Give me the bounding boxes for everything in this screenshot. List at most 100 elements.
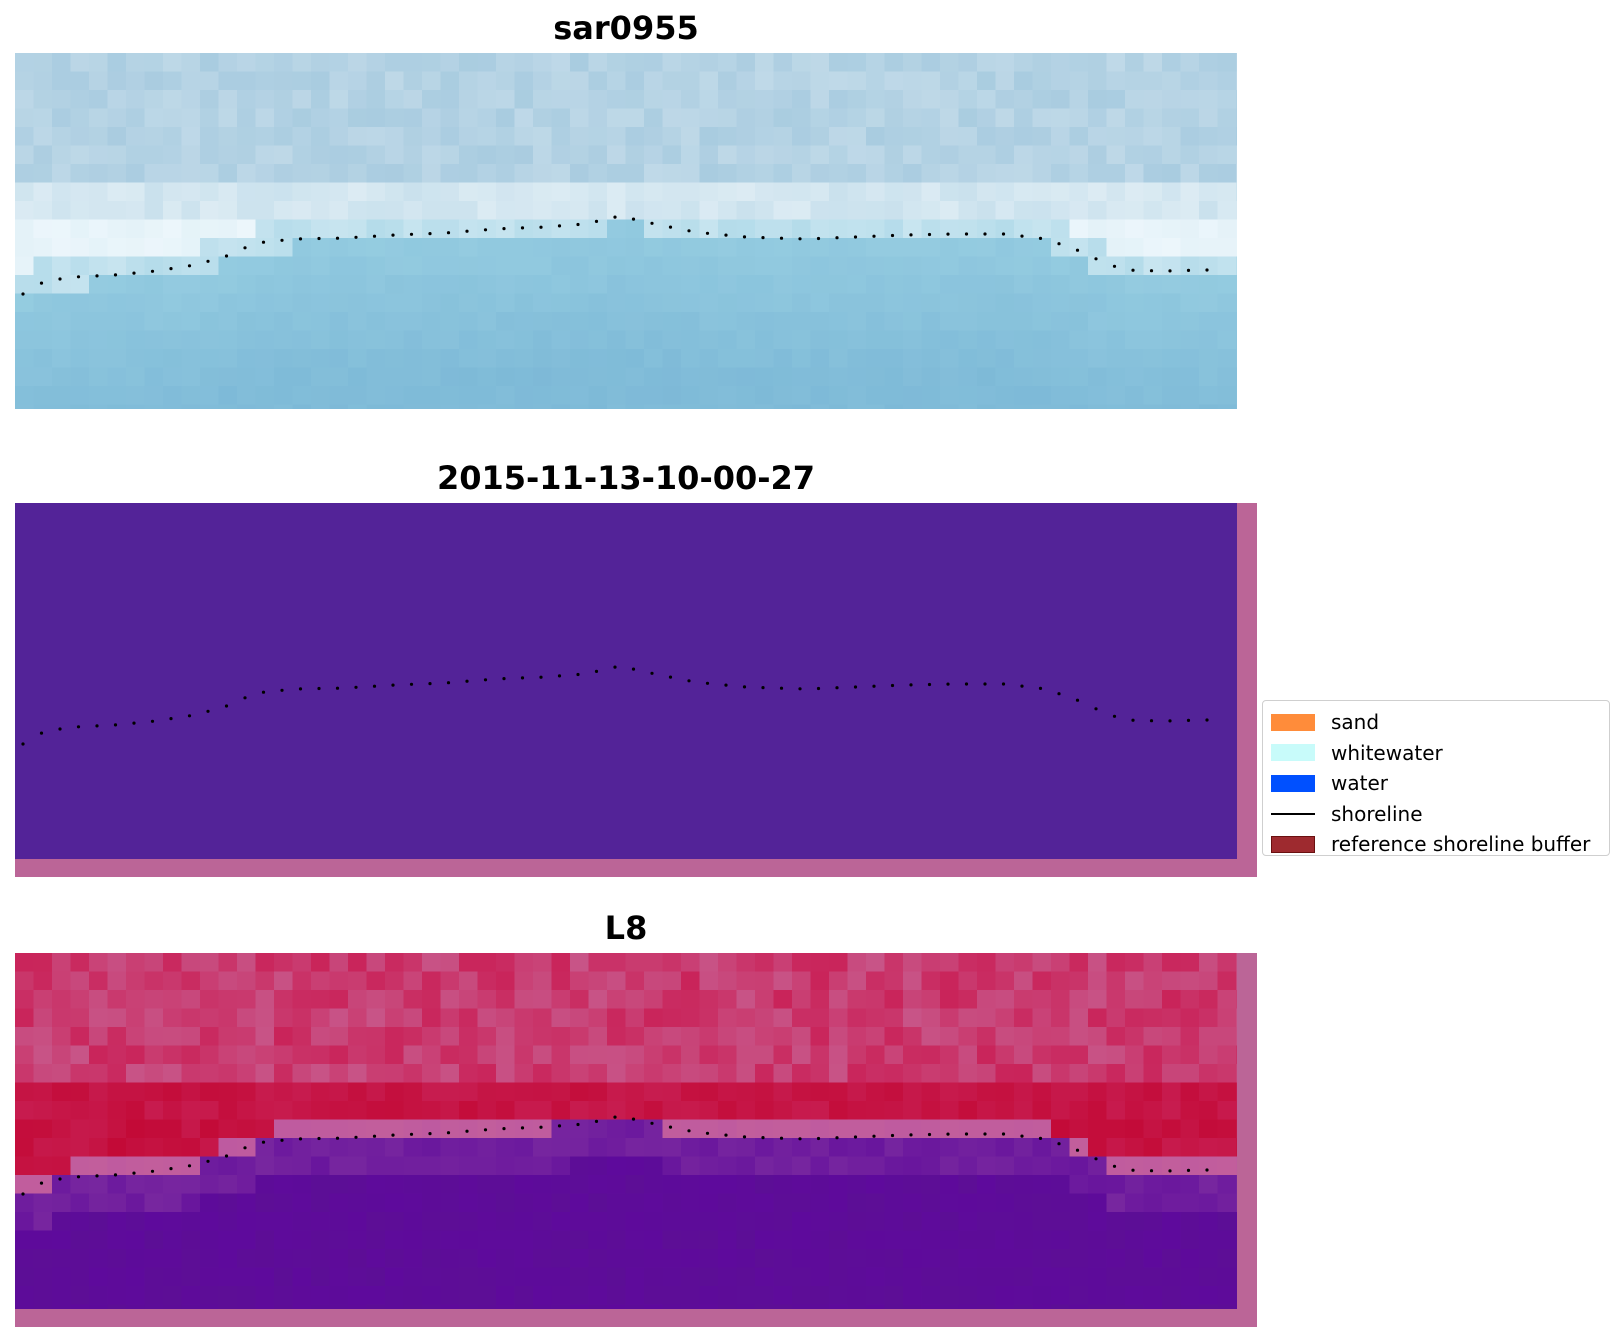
shoreline-point bbox=[853, 685, 858, 689]
shoreline-point bbox=[539, 1125, 543, 1129]
shoreline-point bbox=[113, 723, 118, 727]
shoreline-point bbox=[1168, 719, 1172, 723]
shoreline-point bbox=[1094, 257, 1098, 261]
shoreline-point bbox=[317, 236, 321, 241]
shoreline-point bbox=[631, 1117, 636, 1121]
shoreline-trace bbox=[21, 665, 1209, 746]
shoreline-point bbox=[798, 687, 802, 691]
mndwi-pixel-grid bbox=[15, 953, 1237, 1309]
shoreline-point bbox=[779, 1136, 784, 1140]
shoreline-point bbox=[964, 232, 969, 236]
shoreline-point bbox=[520, 676, 525, 680]
shoreline-point bbox=[261, 690, 266, 694]
shoreline-point bbox=[983, 1132, 987, 1136]
shoreline-point bbox=[95, 724, 99, 728]
shoreline-point bbox=[650, 671, 654, 675]
shoreline-point bbox=[483, 678, 488, 682]
shoreline-point bbox=[872, 684, 876, 688]
shoreline-point bbox=[391, 683, 395, 687]
legend-label: whitewater bbox=[1331, 740, 1443, 765]
shoreline-point bbox=[1112, 264, 1117, 268]
shoreline-point bbox=[409, 232, 414, 236]
shoreline-point bbox=[206, 259, 210, 263]
shoreline-point bbox=[150, 1169, 155, 1173]
shoreline-point bbox=[95, 274, 99, 278]
shoreline-point bbox=[631, 217, 636, 221]
legend-item-water: water bbox=[1263, 768, 1609, 799]
shoreline-point bbox=[853, 235, 858, 239]
rgb-pixel-grid bbox=[15, 53, 1256, 424]
shoreline-point bbox=[391, 1133, 395, 1137]
shoreline-point bbox=[1075, 698, 1080, 702]
shoreline-point bbox=[76, 1175, 81, 1179]
shoreline-point bbox=[576, 222, 580, 227]
shoreline-point bbox=[835, 1136, 839, 1140]
shoreline-point bbox=[409, 682, 414, 686]
panel-title-mndwi: L8 bbox=[604, 909, 648, 947]
water-swatch bbox=[1271, 774, 1315, 792]
mndwi-image-panel bbox=[15, 953, 1257, 1327]
shoreline-point bbox=[1075, 248, 1080, 252]
shoreline-point bbox=[354, 235, 358, 239]
shoreline-point bbox=[58, 727, 62, 731]
shoreline-point bbox=[354, 685, 358, 689]
shoreline-point bbox=[132, 1171, 136, 1175]
shoreline-point bbox=[1205, 1168, 1209, 1172]
legend-item-sand: sand bbox=[1263, 707, 1609, 738]
shoreline-point bbox=[502, 1127, 506, 1131]
shoreline-point bbox=[890, 233, 895, 238]
shoreline-point bbox=[946, 682, 950, 686]
shoreline-point bbox=[705, 231, 710, 235]
shoreline-point bbox=[280, 1138, 284, 1142]
shoreline-point bbox=[650, 1121, 654, 1125]
shoreline-point bbox=[1112, 714, 1117, 718]
shoreline-point bbox=[742, 235, 747, 239]
legend-label: shoreline bbox=[1331, 801, 1423, 826]
legend-item-reference-buffer: reference shoreline buffer bbox=[1263, 829, 1609, 860]
shoreline-point bbox=[298, 687, 303, 691]
shoreline-point bbox=[1149, 1169, 1154, 1173]
rgb-image-panel bbox=[15, 53, 1257, 427]
shoreline-point bbox=[705, 1131, 710, 1135]
shoreline-point bbox=[668, 1125, 673, 1129]
shoreline-point bbox=[58, 277, 62, 281]
shoreline-point bbox=[372, 684, 377, 688]
sand-swatch bbox=[1271, 713, 1315, 731]
shoreline-point bbox=[594, 669, 599, 673]
shoreline-trace bbox=[21, 215, 1209, 296]
shoreline-point bbox=[224, 254, 229, 258]
shoreline-point bbox=[631, 667, 636, 671]
shoreline-point bbox=[39, 281, 44, 285]
shoreline-point bbox=[502, 227, 506, 231]
shoreline-point bbox=[964, 682, 969, 686]
mndwi-image bbox=[15, 953, 1257, 1327]
legend: sand whitewater water shoreline referenc… bbox=[1262, 700, 1610, 856]
shoreline-point bbox=[872, 1134, 876, 1138]
shoreline-point bbox=[761, 686, 765, 690]
shoreline-point bbox=[465, 679, 469, 683]
shoreline-point bbox=[613, 665, 617, 669]
shoreline-point bbox=[613, 1115, 617, 1119]
shoreline-point bbox=[964, 1132, 969, 1136]
shoreline-point bbox=[1168, 269, 1172, 273]
shoreline-point bbox=[483, 1128, 488, 1132]
shoreline-point bbox=[169, 267, 173, 271]
shoreline-point bbox=[779, 686, 784, 690]
shoreline-point bbox=[372, 234, 377, 238]
shoreline-point bbox=[890, 1133, 895, 1138]
shoreline-point bbox=[946, 1132, 950, 1136]
shoreline-point bbox=[169, 1167, 173, 1171]
shoreline-point bbox=[724, 233, 728, 237]
shoreline-point bbox=[613, 215, 617, 219]
shoreline-point bbox=[1038, 686, 1043, 690]
shoreline-point bbox=[21, 742, 25, 746]
shoreline-point bbox=[1001, 682, 1006, 686]
shoreline-point bbox=[539, 225, 543, 229]
shoreline-point bbox=[39, 1181, 44, 1185]
classification-image bbox=[15, 503, 1257, 877]
shoreline-point bbox=[927, 1132, 932, 1137]
shoreline-point bbox=[1205, 268, 1209, 272]
shoreline-point bbox=[890, 683, 895, 688]
shoreline-point bbox=[409, 1132, 414, 1136]
shoreline-point bbox=[724, 1133, 728, 1137]
